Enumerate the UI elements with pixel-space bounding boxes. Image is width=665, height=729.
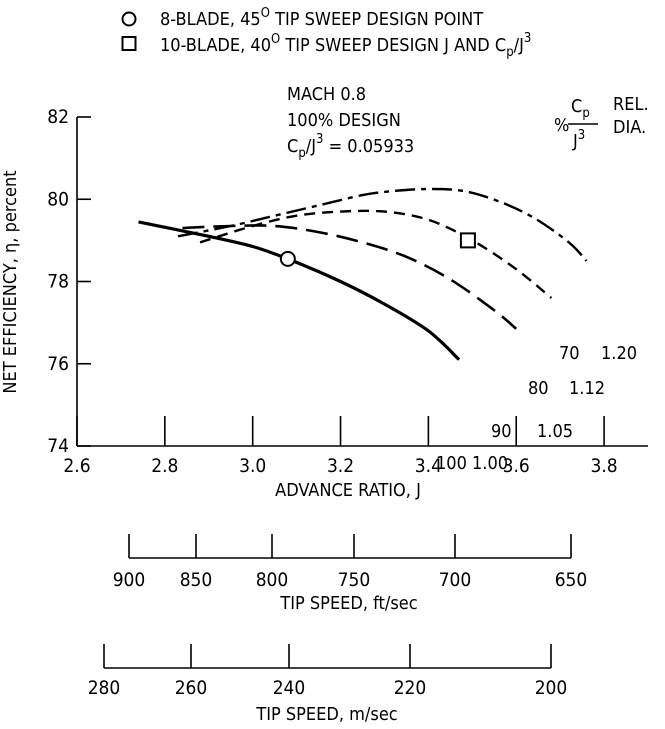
tip-speed-ft-tick-label-700: 700 — [439, 569, 472, 591]
tip-speed-m-tick-label-240: 240 — [273, 677, 306, 699]
legend-circle-marker — [121, 11, 137, 27]
y-tick-label-78: 78 — [47, 271, 69, 293]
plot-area: 74 76 78 80 82 2.6 2.8 3.0 3.2 3.4 3.6 3.8 100 1.00 90… — [47, 106, 648, 699]
x-axis-title: ADVANCE RATIO, J — [275, 480, 421, 501]
series-line-90 — [182, 224, 518, 330]
tip-speed-ft-tick-label-750: 750 — [338, 569, 371, 591]
tip-speed-ft-tick-label-800: 800 — [256, 569, 289, 591]
tip-speed-m-tick-label-200: 200 — [535, 677, 568, 699]
legend-entry-2: 10-BLADE, 40O TIP SWEEP DESIGN J AND Cp/… — [160, 31, 531, 60]
curve-label-pct-100: 100 — [436, 453, 467, 474]
x-tick-label-3.6: 3.6 — [503, 455, 530, 477]
tip-speed-ft-tick-label-900: 900 — [113, 569, 146, 591]
x-tick-label-2.6: 2.6 — [63, 455, 90, 477]
curve-label-dia-70: 1.20 — [601, 343, 637, 364]
header-percent: % — [554, 115, 569, 136]
header-j3: J3 — [572, 128, 585, 152]
x-tick-label-3.8: 3.8 — [590, 455, 617, 477]
tip-speed-m-tick-label-220: 220 — [394, 677, 427, 699]
tip-speed-m-tick-label-260: 260 — [175, 677, 208, 699]
x-tick-label-3: 3.0 — [239, 455, 266, 477]
series-line-70 — [177, 187, 588, 262]
tip-speed-ft-title: TIP SPEED, ft/sec — [279, 593, 417, 614]
y-tick-label-80: 80 — [47, 188, 69, 210]
header-rel: REL. — [613, 94, 649, 115]
header-dia: DIA. — [613, 117, 646, 138]
curve-label-pct-70: 70 — [559, 343, 580, 364]
x-tick-label-2.8: 2.8 — [151, 455, 178, 477]
annotation-design: 100% DESIGN — [287, 110, 401, 131]
series-line-80 — [199, 209, 553, 299]
design-point-square — [459, 232, 476, 249]
curve-label-pct-80: 80 — [528, 378, 549, 399]
tip-speed-ft-tick-label-850: 850 — [180, 569, 213, 591]
y-axis-title: NET EFFICIENCY, η, percent — [0, 170, 21, 393]
tip-speed-ft-tick-label-650: 650 — [555, 569, 588, 591]
legend-entry-1: 8-BLADE, 45O TIP SWEEP DESIGN POINT — [160, 6, 483, 30]
conditions-annotation: MACH 0.8 100% DESIGN Cp/J3 = 0.05933 — [287, 84, 414, 161]
header-cp: Cp — [571, 96, 590, 121]
annotation-mach: MACH 0.8 — [287, 84, 366, 105]
y-tick-label-76: 76 — [47, 353, 69, 375]
curve-parameter-header: % Cp J3 REL. DIA. — [554, 94, 649, 152]
y-tick-label-74: 74 — [47, 435, 69, 457]
design-point-circle — [279, 250, 296, 267]
series-line-100 — [138, 220, 461, 361]
y-tick-label-82: 82 — [47, 106, 69, 128]
x-tick-label-3.2: 3.2 — [327, 455, 354, 477]
tip-speed-m-title: TIP SPEED, m/sec — [255, 704, 397, 725]
curve-label-dia-80: 1.12 — [569, 378, 605, 399]
curve-label-pct-90: 90 — [491, 421, 512, 442]
curve-label-dia-90: 1.05 — [537, 421, 573, 442]
legend-square-marker — [121, 36, 137, 51]
x-tick-label-3.4: 3.4 — [415, 455, 442, 477]
curve-label-dia-100: 1.00 — [472, 453, 508, 474]
tip-speed-m-tick-label-280: 280 — [88, 677, 121, 699]
annotation-cp: Cp/J3 = 0.05933 — [287, 132, 414, 161]
legend: 8-BLADE, 45O TIP SWEEP DESIGN POINT 10-B… — [121, 6, 531, 60]
